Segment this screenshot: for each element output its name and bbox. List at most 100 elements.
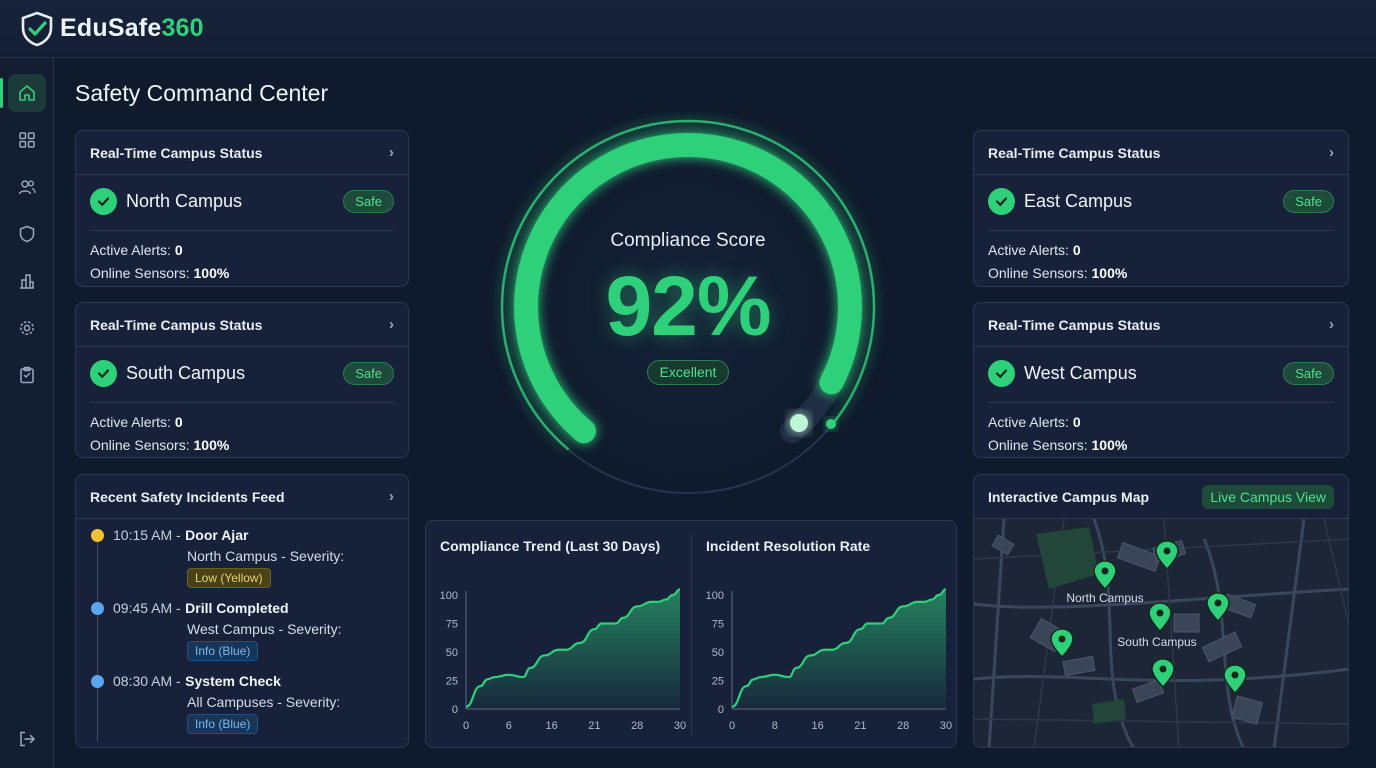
status-badge: Safe [343,362,394,385]
card-title: Real-Time Campus Status [90,144,263,161]
logout-button[interactable] [8,720,46,758]
y-tick-label: 0 [452,704,458,716]
y-tick-label: 25 [712,676,724,688]
card-title: Real-Time Campus Status [988,316,1161,333]
list-item[interactable]: 09:45 AM - Drill Completed West Campus -… [113,600,408,661]
campus-card-north[interactable]: Real-Time Campus Status › North Campus Sa… [75,130,409,287]
check-icon [90,360,117,387]
active-alerts: Active Alerts: 0 [90,242,183,258]
clock-icon [91,602,104,615]
x-tick-label: 30 [674,720,686,732]
chevron-right-icon[interactable]: › [389,316,394,333]
y-tick-label: 75 [712,619,724,631]
map-pin-icon [1093,560,1117,591]
y-tick-label: 25 [446,676,458,688]
status-badge: Safe [343,190,394,213]
online-sensors: Online Sensors: 100% [988,437,1128,453]
chevron-right-icon[interactable]: › [1329,144,1334,161]
building-icon [20,274,34,289]
card-title: Real-Time Campus Status [988,144,1161,161]
map-pin-icon [1050,628,1074,659]
sidebar [0,58,54,768]
status-badge: Safe [1283,362,1334,385]
status-badge: Safe [1283,190,1334,213]
list-item[interactable]: 08:30 AM - System Check All Campuses - S… [113,673,408,734]
map-pins [1050,540,1247,695]
area-fill [732,589,946,709]
sidebar-item-settings[interactable] [8,309,46,347]
campus-card-east[interactable]: Real-Time Campus Status › East Campus Saf… [973,130,1349,287]
brand-name[interactable]: EduSafe360 [60,14,204,42]
chart-title-resolution: Incident Resolution Rate [706,538,871,554]
map-pin-icon [1148,602,1172,633]
x-tick-label: 30 [940,720,952,732]
incident-feed: Recent Safety Incidents Feed › 10:15 AM -… [75,474,409,748]
severity-badge: Low (Yellow) [187,568,271,588]
x-tick-label: 21 [854,720,866,732]
chevron-right-icon[interactable]: › [389,144,394,161]
x-tick-label: 16 [811,720,823,732]
campus-map[interactable]: North Campus South Campus [974,519,1349,748]
campus-card-south[interactable]: Real-Time Campus Status › South Campus Sa… [75,302,409,458]
x-tick-label: 0 [463,720,469,732]
severity-badge: Info (Blue) [187,714,259,734]
sidebar-item-users[interactable] [8,168,46,206]
timeline-line [97,542,98,742]
shield-icon [19,225,35,243]
gear-icon [20,321,34,335]
clipboard-icon [20,366,34,384]
chevron-right-icon[interactable]: › [389,488,394,505]
map-pin-icon [1151,658,1175,689]
grid-icon [19,132,35,148]
compliance-gauge [500,119,876,495]
y-tick-label: 0 [718,704,724,716]
x-tick-label: 0 [729,720,735,732]
top-bar: EduSafe360 [0,0,1376,58]
sidebar-item-security[interactable] [8,215,46,253]
card-title: Real-Time Campus Status [90,316,263,333]
compliance-trend-chart: 0 25 50 75 100 0 6 16 21 28 30 [440,588,686,732]
map-label-north: North Campus [1066,591,1143,605]
campus-name: West Campus [1024,363,1137,383]
map-pin-icon [1206,592,1230,623]
chevron-right-icon[interactable]: › [1329,316,1334,333]
x-tick-label: 28 [897,720,909,732]
clock-icon [91,529,104,542]
online-sensors: Online Sensors: 100% [988,265,1128,281]
severity-badge: Info (Blue) [187,641,259,661]
list-item[interactable]: 10:15 AM - Door Ajar North Campus - Seve… [113,527,408,588]
campus-card-west[interactable]: Real-Time Campus Status › West Campus Saf… [973,302,1349,458]
gauge-knob [790,414,808,432]
charts-panel: Compliance Trend (Last 30 Days) Incident… [425,520,957,748]
x-tick-label: 8 [772,720,778,732]
y-tick-label: 100 [440,590,458,602]
x-tick-label: 16 [545,720,557,732]
chart-title-compliance: Compliance Trend (Last 30 Days) [440,538,661,554]
rating-badge: Excellent [647,360,729,385]
sidebar-item-reports[interactable] [8,262,46,300]
x-tick-label: 21 [588,720,600,732]
live-view-button[interactable]: Live Campus View [1202,484,1334,509]
check-icon [988,360,1015,387]
compliance-label: Compliance Score [610,230,766,251]
campus-name: South Campus [126,363,246,383]
users-icon [18,180,36,195]
online-sensors: Online Sensors: 100% [90,265,230,281]
map-pin-icon [1155,540,1179,571]
card-title: Recent Safety Incidents Feed [90,488,285,505]
map-pin-icon [1223,664,1247,695]
campus-name: North Campus [126,191,243,211]
resolution-rate-chart: 0 25 50 75 100 0 8 16 21 28 30 [706,588,952,732]
sidebar-item-dashboard[interactable] [8,121,46,159]
check-icon [988,188,1015,215]
logout-icon [20,731,36,747]
active-alerts: Active Alerts: 0 [988,414,1081,430]
campus-name: East Campus [1024,191,1133,211]
x-tick-label: 28 [631,720,643,732]
map-label-south: South Campus [1117,635,1196,649]
shield-logo-icon [21,11,53,46]
page-title: Safety Command Center [75,80,329,106]
sidebar-item-home[interactable] [0,74,46,112]
sidebar-item-audits[interactable] [8,356,46,394]
campus-map-card[interactable]: Interactive Campus Map Live Campus View [973,474,1349,748]
